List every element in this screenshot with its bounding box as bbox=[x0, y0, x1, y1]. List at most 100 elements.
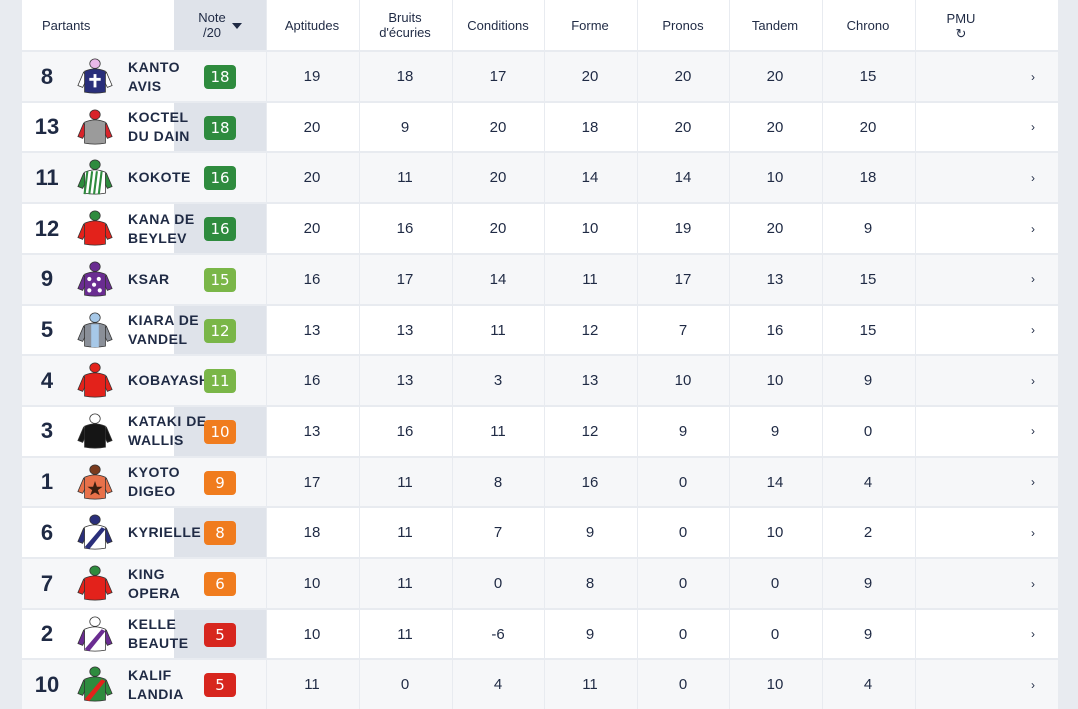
cell-pronos: 0 bbox=[678, 625, 688, 643]
column-divider bbox=[729, 0, 730, 709]
cell-tandem: 20 bbox=[766, 220, 784, 238]
table-row[interactable]: 13 KOCTEL DU DAIN 18 20 9 20 18 20 20 20 › bbox=[22, 100, 1058, 152]
refresh-icon[interactable]: ↻ bbox=[955, 25, 967, 41]
horse-name[interactable]: KOBAYASHI bbox=[128, 372, 214, 389]
table-row[interactable]: 9 KSAR 15 16 17 14 11 17 13 15 › bbox=[22, 252, 1058, 304]
chevron-right-icon[interactable]: › bbox=[1031, 120, 1035, 135]
chevron-right-icon[interactable]: › bbox=[1031, 424, 1035, 439]
header-pmu-label: PMU bbox=[946, 10, 976, 26]
cell-aptitudes: 10 bbox=[303, 625, 321, 643]
horse-name[interactable]: KYRIELLE bbox=[128, 524, 202, 541]
header-note-label: Note bbox=[198, 10, 226, 25]
table-row[interactable]: 7 KING OPERA 6 10 11 0 8 0 0 9 › bbox=[22, 557, 1058, 608]
table-row[interactable]: 12 KANA DE BEYLEV 16 20 16 20 10 19 20 9 › bbox=[22, 202, 1058, 253]
cell-bruits: 16 bbox=[396, 422, 414, 440]
header-note[interactable]: Note /20 bbox=[174, 0, 266, 50]
header-bruits[interactable]: Bruits d'écuries bbox=[359, 0, 451, 50]
cell-chrono: 9 bbox=[863, 220, 873, 238]
column-divider bbox=[544, 0, 545, 709]
header-conditions[interactable]: Conditions bbox=[467, 17, 529, 33]
header-tandem[interactable]: Tandem bbox=[751, 17, 799, 33]
table-row[interactable]: 3 KATAKI DE WALLIS 10 13 16 11 12 9 9 0 › bbox=[22, 404, 1058, 456]
note-badge: 18 bbox=[204, 115, 236, 140]
cell-tandem: 10 bbox=[766, 372, 784, 390]
chevron-right-icon[interactable]: › bbox=[1031, 576, 1035, 591]
horse-name[interactable]: KATAKI DE WALLIS bbox=[128, 413, 207, 449]
cell-forme: 9 bbox=[585, 524, 595, 542]
horse-number: 4 bbox=[40, 367, 54, 393]
jockey-silk-icon bbox=[76, 463, 114, 501]
cell-conditions: 4 bbox=[493, 676, 503, 694]
chevron-right-icon[interactable]: › bbox=[1031, 221, 1035, 236]
chevron-right-icon[interactable]: › bbox=[1031, 627, 1035, 642]
horse-name[interactable]: KELLE BEAUTE bbox=[128, 616, 189, 652]
horse-name[interactable]: KIARA DE VANDEL bbox=[128, 312, 200, 347]
header-pmu[interactable]: PMU ↻ bbox=[915, 0, 1007, 50]
cell-pronos: 19 bbox=[674, 220, 692, 238]
horse-name[interactable]: KING OPERA bbox=[128, 565, 181, 601]
note-badge: 8 bbox=[204, 521, 236, 546]
cell-aptitudes: 10 bbox=[303, 575, 321, 592]
column-divider bbox=[915, 0, 916, 709]
table-row[interactable]: 4 KOBAYASHI 11 16 13 3 13 10 10 9 › bbox=[22, 354, 1058, 406]
cell-tandem: 20 bbox=[766, 118, 784, 136]
cell-bruits: 11 bbox=[397, 169, 413, 187]
horse-name[interactable]: KOCTEL DU DAIN bbox=[128, 109, 190, 145]
cell-bruits: 11 bbox=[397, 473, 413, 491]
note-badge: 16 bbox=[204, 217, 236, 242]
header-forme[interactable]: Forme bbox=[571, 17, 609, 33]
cell-bruits: 11 bbox=[397, 625, 413, 643]
chevron-right-icon[interactable]: › bbox=[1031, 677, 1035, 692]
cell-chrono: 18 bbox=[859, 169, 877, 187]
cell-tandem: 16 bbox=[766, 321, 784, 339]
cell-bruits: 16 bbox=[396, 220, 414, 238]
chevron-right-icon[interactable]: › bbox=[1031, 170, 1035, 185]
column-divider bbox=[359, 0, 360, 709]
horse-name[interactable]: KSAR bbox=[128, 270, 170, 287]
cell-chrono: 15 bbox=[859, 68, 877, 85]
table-row[interactable]: 2 KELLE BEAUTE 5 10 11 -6 9 0 0 9 › bbox=[22, 607, 1058, 659]
chevron-right-icon[interactable]: › bbox=[1031, 475, 1035, 490]
header-chrono[interactable]: Chrono bbox=[846, 17, 890, 33]
cell-tandem: 10 bbox=[766, 676, 784, 694]
cell-forme: 11 bbox=[582, 676, 598, 694]
cell-aptitudes: 16 bbox=[303, 270, 321, 288]
horse-name[interactable]: KYOTO DIGEO bbox=[128, 464, 181, 500]
chevron-right-icon[interactable]: › bbox=[1031, 373, 1035, 388]
table-row[interactable]: 11 KOKOTE 16 20 11 20 14 14 10 18 › bbox=[22, 151, 1058, 203]
cell-chrono: 4 bbox=[863, 676, 873, 694]
sort-down-icon[interactable] bbox=[231, 23, 242, 29]
header-pronos[interactable]: Pronos bbox=[662, 17, 704, 33]
jockey-silk-icon bbox=[76, 209, 114, 247]
table-row[interactable]: 5 KIARA DE VANDEL 12 13 13 11 12 7 16 15 › bbox=[22, 303, 1058, 355]
horse-number: 6 bbox=[40, 519, 54, 545]
cell-pronos: 0 bbox=[678, 473, 688, 491]
header-partants[interactable]: Partants bbox=[42, 17, 91, 33]
chevron-right-icon[interactable]: › bbox=[1031, 525, 1035, 540]
cell-aptitudes: 18 bbox=[303, 524, 321, 542]
horse-name[interactable]: KALIF LANDIA bbox=[128, 666, 184, 702]
chevron-right-icon[interactable]: › bbox=[1031, 272, 1035, 287]
table-row[interactable]: 1 KYOTO DIGEO 9 17 11 8 16 0 14 4 › bbox=[22, 455, 1058, 507]
chevron-right-icon[interactable]: › bbox=[1031, 323, 1035, 337]
horse-name[interactable]: KANA DE BEYLEV bbox=[128, 210, 195, 246]
cell-forme: 20 bbox=[581, 68, 599, 85]
cell-pronos: 20 bbox=[674, 68, 692, 85]
cell-bruits: 13 bbox=[396, 321, 414, 339]
table-row[interactable]: 10 KALIF LANDIA 5 11 0 4 11 0 10 4 › bbox=[22, 658, 1058, 709]
cell-forme: 18 bbox=[581, 118, 599, 136]
horse-number: 9 bbox=[40, 266, 54, 292]
chevron-right-icon[interactable]: › bbox=[1031, 69, 1035, 84]
horse-number: 1 bbox=[40, 469, 54, 495]
cell-conditions: 20 bbox=[489, 220, 507, 238]
horse-name[interactable]: KOKOTE bbox=[128, 169, 191, 186]
cell-bruits: 9 bbox=[400, 118, 410, 136]
table-row[interactable]: 8 KANTO AVIS 18 19 18 17 20 20 20 15 › bbox=[22, 50, 1058, 101]
header-aptitudes[interactable]: Aptitudes bbox=[284, 17, 340, 33]
cell-pronos: 14 bbox=[674, 169, 692, 187]
horse-name[interactable]: KANTO AVIS bbox=[128, 58, 181, 94]
cell-conditions: 7 bbox=[493, 524, 503, 542]
cell-conditions: 17 bbox=[489, 68, 507, 85]
cell-bruits: 11 bbox=[397, 575, 413, 592]
table-row[interactable]: 6 KYRIELLE 8 18 11 7 9 0 10 2 › bbox=[22, 506, 1058, 557]
